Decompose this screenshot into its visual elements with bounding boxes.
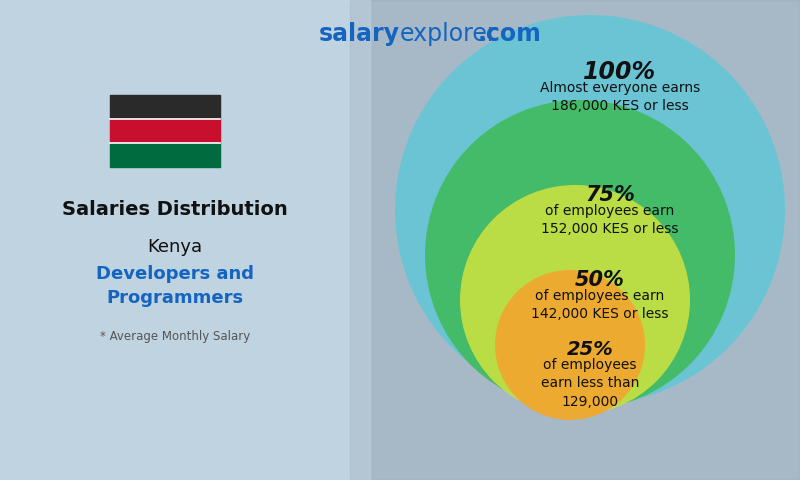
Bar	[0, 0, 370, 480]
Circle shape	[495, 270, 645, 420]
Bar	[110, 143, 220, 167]
Text: 50%: 50%	[575, 270, 625, 290]
Text: 100%: 100%	[583, 60, 657, 84]
Bar	[110, 95, 220, 119]
Text: 75%: 75%	[585, 185, 635, 205]
Bar	[110, 119, 220, 143]
Text: * Average Monthly Salary: * Average Monthly Salary	[100, 330, 250, 343]
Text: Almost everyone earns
186,000 KES or less: Almost everyone earns 186,000 KES or les…	[540, 81, 700, 113]
Circle shape	[395, 15, 785, 405]
Text: Kenya: Kenya	[147, 238, 202, 256]
Text: salary: salary	[319, 22, 400, 46]
Circle shape	[460, 185, 690, 415]
Circle shape	[425, 100, 735, 410]
Text: of employees earn
142,000 KES or less: of employees earn 142,000 KES or less	[531, 289, 669, 322]
Text: .com: .com	[478, 22, 542, 46]
Bar	[350, 0, 800, 480]
Text: of employees earn
152,000 KES or less: of employees earn 152,000 KES or less	[542, 204, 678, 237]
Text: explorer: explorer	[400, 22, 498, 46]
Text: of employees
earn less than
129,000: of employees earn less than 129,000	[541, 358, 639, 409]
Text: Developers and
Programmers: Developers and Programmers	[96, 265, 254, 307]
Text: Salaries Distribution: Salaries Distribution	[62, 200, 288, 219]
Text: 25%: 25%	[566, 340, 614, 359]
